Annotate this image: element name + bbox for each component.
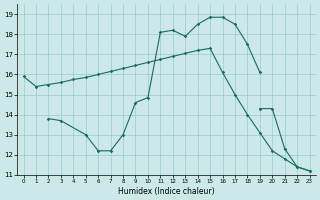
X-axis label: Humidex (Indice chaleur): Humidex (Indice chaleur): [118, 187, 215, 196]
